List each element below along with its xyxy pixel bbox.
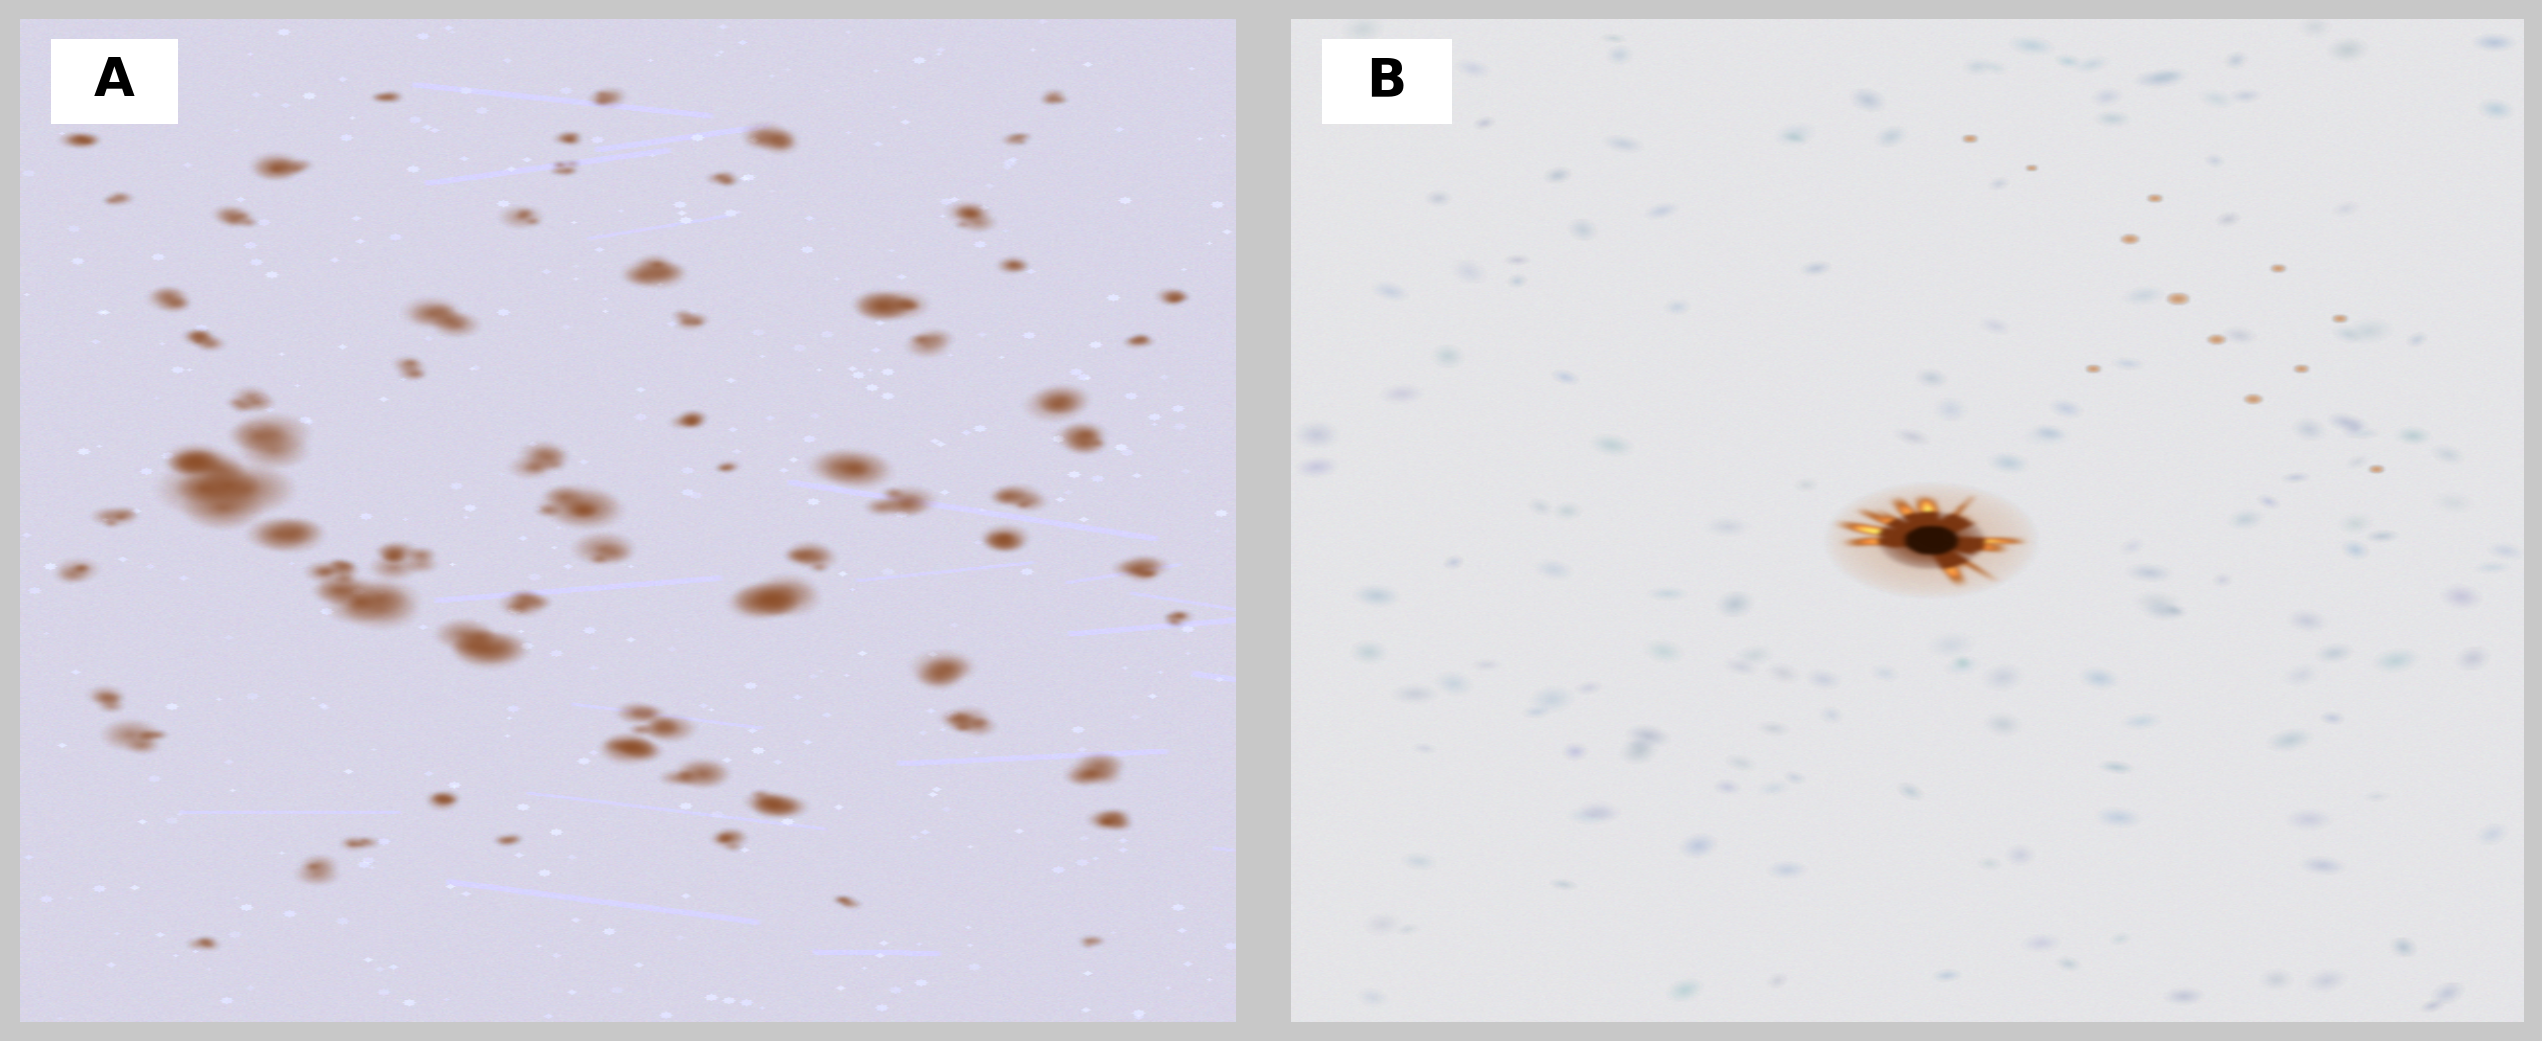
FancyBboxPatch shape [51, 39, 178, 124]
Text: A: A [94, 55, 135, 107]
FancyBboxPatch shape [1322, 39, 1451, 124]
Text: B: B [1365, 55, 1406, 107]
